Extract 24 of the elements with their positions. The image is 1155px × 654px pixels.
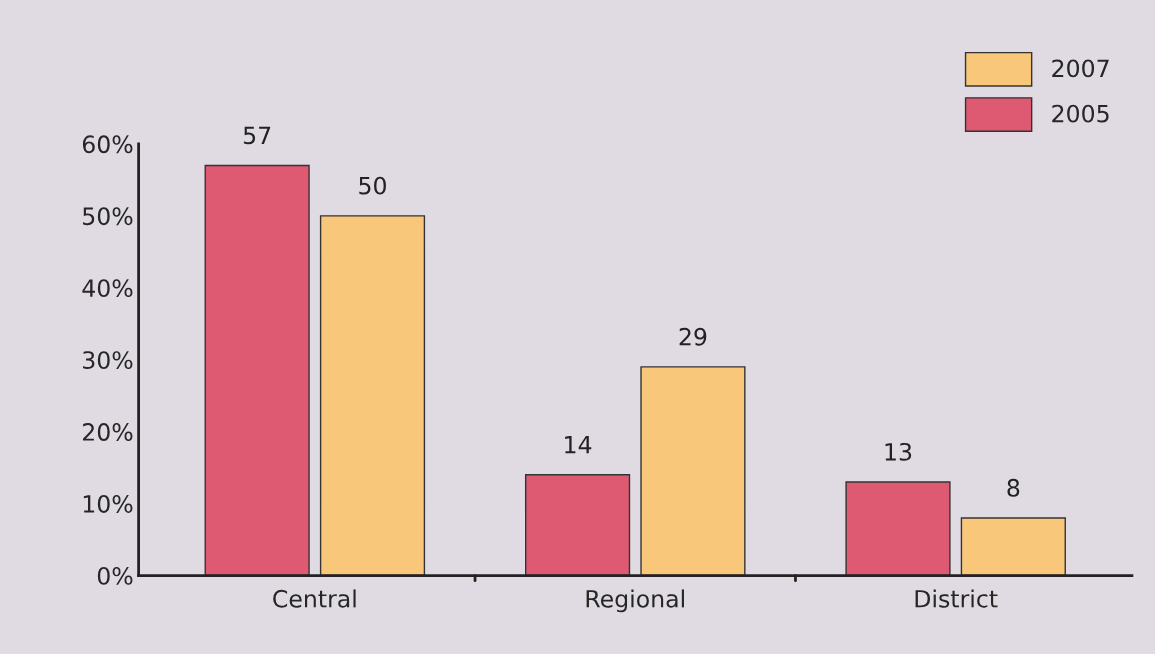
bar [204,164,310,576]
x-tick-label: District [915,589,998,608]
x-tick-label: Regional [586,589,684,613]
data-label: 8 [1007,478,1020,497]
bar [319,215,426,576]
y-tick-label: 20% [82,423,133,441]
bar [960,517,1066,576]
data-label: 13 [885,442,912,461]
data-label: 29 [679,327,707,346]
y-tick-label: 30% [83,351,133,370]
bar [524,474,631,576]
legend-label: 2007 [1052,59,1109,78]
y-tick-label: 10% [83,495,133,513]
data-label: 50 [359,176,386,195]
data-label: 14 [565,436,592,454]
y-tick-label: 50% [83,207,133,226]
data-label: 57 [243,126,271,145]
legend-label: 2005 [1052,104,1109,123]
y-tick-label: 0% [97,566,133,585]
y-tick-label: 60% [82,135,133,154]
x-tick-label: Central [273,589,356,608]
bar [845,481,951,576]
bar [640,366,746,576]
y-tick-label: 40% [82,279,133,298]
